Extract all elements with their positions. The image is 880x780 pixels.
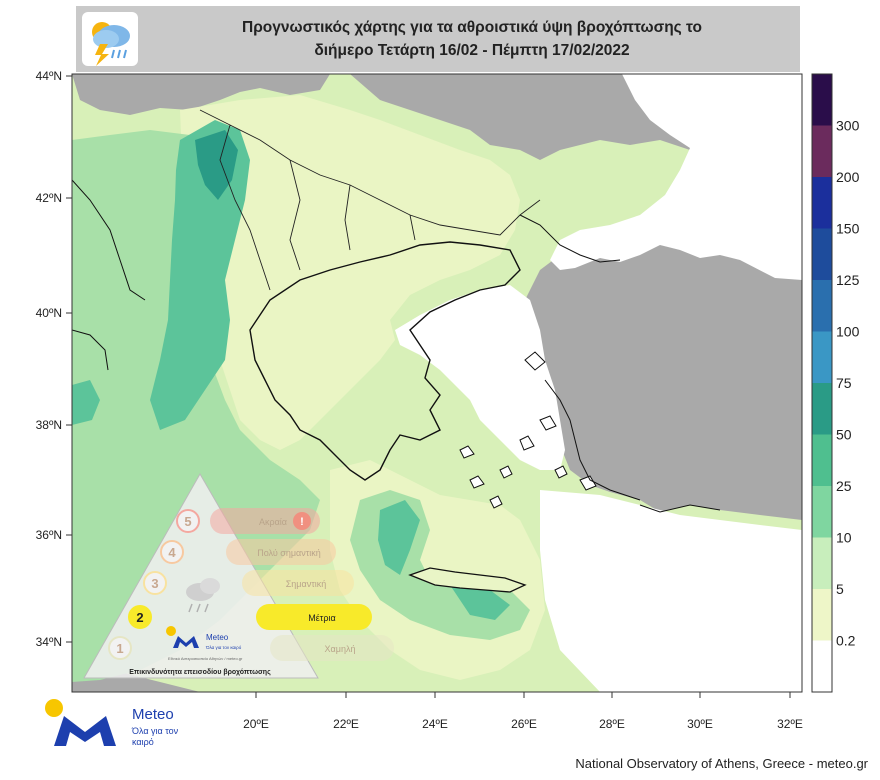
lat-label: 42ºN — [36, 191, 62, 205]
legend-level-pill — [210, 508, 320, 534]
colorbar-segment — [812, 589, 832, 641]
lon-label: 32ºE — [777, 717, 803, 731]
colorbar-segment — [812, 640, 832, 692]
legend-logo-small: Εθνικό Αστεροσκοπείο Αθηνών / meteo.gr — [168, 656, 243, 661]
legend-level-badge — [108, 636, 132, 660]
legend-level-label: Σημαντική — [286, 579, 327, 589]
credit-text: National Observatory of Athens, Greece -… — [575, 756, 868, 771]
lat-label: 36ºN — [36, 528, 62, 542]
colorbar-segment — [812, 74, 832, 126]
light-rain-zone — [180, 95, 520, 450]
title-bar: Προγνωστικός χάρτης για τα αθροιστικά ύψ… — [76, 6, 800, 72]
lat-label: 44ºN — [36, 69, 62, 83]
colorbar-label: 25 — [836, 478, 852, 494]
title-line-1: Προγνωστικός χάρτης για τα αθροιστικά ύψ… — [242, 19, 702, 36]
lat-label: 40ºN — [36, 306, 62, 320]
exclamation-icon — [293, 512, 311, 530]
legend-level-label: Χαμηλή — [325, 644, 356, 654]
colorbar-label: 50 — [836, 427, 852, 443]
legend-level-label: Μέτρια — [308, 613, 335, 623]
colorbar-segment — [812, 228, 832, 280]
risk-legend: 5 Ακραία ! 4 Πολύ σημαντική 3 Σημαντική 2 Μέτρια… — [83, 472, 394, 679]
longitude-axis: 20ºE 22ºE 24ºE 26ºE 28ºE 30ºE 32ºE — [243, 692, 803, 731]
colorbar-label: 75 — [836, 375, 852, 391]
white-dry-zone — [550, 74, 802, 280]
colorbar-label: 10 — [836, 530, 852, 546]
title-line-2: διήμερο Τετάρτη 16/02 - Πέμπτη 17/02/202… — [314, 42, 630, 59]
east-mediterranean-dry — [540, 490, 802, 692]
colorbar-label: 150 — [836, 221, 860, 237]
brand-word: Meteo — [132, 706, 174, 723]
greece-coastline — [249, 241, 521, 481]
lon-label: 24ºE — [422, 717, 448, 731]
colorbar-label: 100 — [836, 324, 860, 340]
colorbar-label: 125 — [836, 272, 860, 288]
colorbar-label: 0.2 — [836, 633, 856, 649]
legend-level-badge — [160, 540, 184, 564]
meteo-logo-icon — [45, 699, 116, 746]
colorbar-segment — [812, 331, 832, 383]
legend-level-number: 5 — [184, 514, 191, 529]
balkan-borders — [199, 109, 541, 291]
latitude-axis: 44ºN 42ºN 40ºN 38ºN 36ºN 34ºN — [36, 69, 72, 649]
legend-level-label: Πολύ σημαντική — [257, 548, 321, 558]
legend-level-number: 3 — [151, 576, 158, 591]
colorbar-segment — [812, 537, 832, 589]
colorbar-segment — [812, 177, 832, 229]
legend-level-badge — [143, 571, 167, 595]
legend-logo-word: Meteo — [206, 633, 229, 642]
colorbar-segment — [812, 280, 832, 332]
colorbar-segment — [812, 486, 832, 538]
aegean-dry-area — [395, 285, 565, 470]
colorbar-segment — [812, 434, 832, 486]
legend-footer: Επικινδυνότητα επεισοδίου βροχόπτωσης — [129, 669, 271, 676]
colorbar-frame — [811, 73, 833, 693]
heavy-rain-zone-2 — [378, 500, 420, 575]
colorbar-label: 200 — [836, 169, 860, 185]
legend-level-badge — [128, 605, 152, 629]
legend-level-pill — [270, 635, 394, 661]
colorbar: 300 200 150 125 100 75 50 25 10 5 0.2 — [811, 73, 860, 693]
legend-level-number: 4 — [168, 545, 176, 560]
crete-outline — [408, 567, 527, 593]
map-title: Προγνωστικός χάρτης για τα αθροιστικά ύψ… — [172, 16, 772, 62]
legend-level-number: 1 — [116, 641, 123, 656]
legend-logo-slogan: Όλα για τον καιρό — [205, 644, 242, 650]
italy-coastline — [72, 179, 146, 371]
lon-label: 22ºE — [333, 717, 359, 731]
legend-level-number: 2 — [136, 610, 143, 625]
lon-label: 26ºE — [511, 717, 537, 731]
legend-level-pill — [226, 539, 336, 565]
turkey-coastline — [519, 214, 721, 513]
heavy-rain-zone-4 — [72, 380, 100, 425]
map-frame — [71, 73, 803, 693]
heavy-rain-zone-3 — [450, 585, 510, 620]
balkan-north-grey — [72, 74, 330, 115]
colorbar-label: 5 — [836, 581, 844, 597]
legend-level-pill — [256, 604, 372, 630]
legend-level-pill — [242, 570, 354, 596]
lon-label: 28ºE — [599, 717, 625, 731]
meteo-brand: Meteo Όλα για τον καιρό — [40, 694, 200, 754]
cloud-rain-icon — [186, 578, 220, 613]
colorbar-segment — [812, 383, 832, 435]
legend-meteo-logo: Meteo Όλα για τον καιρό Εθνικό Αστεροσκο… — [166, 626, 243, 661]
lat-label: 38ºN — [36, 418, 62, 432]
legend-level-label: Ακραία — [259, 517, 287, 527]
aegean-islands — [459, 351, 597, 509]
lon-label: 30ºE — [687, 717, 713, 731]
brand-slogan: Όλα για τον καιρό — [132, 726, 179, 747]
colorbar-segment — [812, 125, 832, 177]
exclamation-glyph: ! — [300, 516, 304, 528]
colorbar-label: 300 — [836, 118, 860, 134]
legend-level-badge — [176, 509, 200, 533]
lon-label: 20ºE — [243, 717, 269, 731]
turkey-landmass — [350, 74, 802, 520]
heavy-rain-zone — [150, 120, 250, 430]
weather-storm-icon — [82, 12, 138, 66]
lat-label: 34ºN — [36, 635, 62, 649]
very-heavy-rain-zone — [195, 130, 238, 200]
